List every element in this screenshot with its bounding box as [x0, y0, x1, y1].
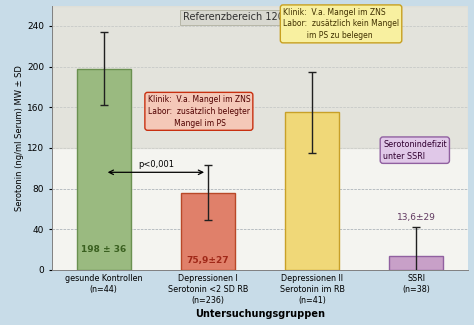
Text: 75,9±27: 75,9±27	[187, 256, 229, 265]
Text: Klinik:  V.a. Mangel im ZNS
Labor:  zusätzlich belegter
           Mangel im PS: Klinik: V.a. Mangel im ZNS Labor: zusätz…	[147, 95, 250, 128]
Text: Serotonindefizit
unter SSRI: Serotonindefizit unter SSRI	[383, 140, 447, 161]
Bar	[52, 6, 468, 148]
Text: Referenzbereich 120–480 ng/ml: Referenzbereich 120–480 ng/ml	[182, 12, 337, 22]
Text: Klinik:  V.a. Mangel im ZNS
Labor:  zusätzlich kein Mangel
          im PS zu be: Klinik: V.a. Mangel im ZNS Labor: zusätz…	[283, 7, 399, 40]
Bar	[77, 69, 131, 270]
Y-axis label: Serotonin (ng/ml Serum) MW ± SD: Serotonin (ng/ml Serum) MW ± SD	[15, 65, 24, 211]
Text: 198 ± 36: 198 ± 36	[81, 245, 127, 254]
Text: p<0,001: p<0,001	[138, 160, 174, 169]
Bar	[181, 193, 235, 270]
Text: 13,6±29: 13,6±29	[397, 213, 436, 222]
X-axis label: Untersuchungsgruppen: Untersuchungsgruppen	[195, 309, 325, 319]
Bar	[389, 256, 444, 270]
Bar	[285, 112, 339, 270]
